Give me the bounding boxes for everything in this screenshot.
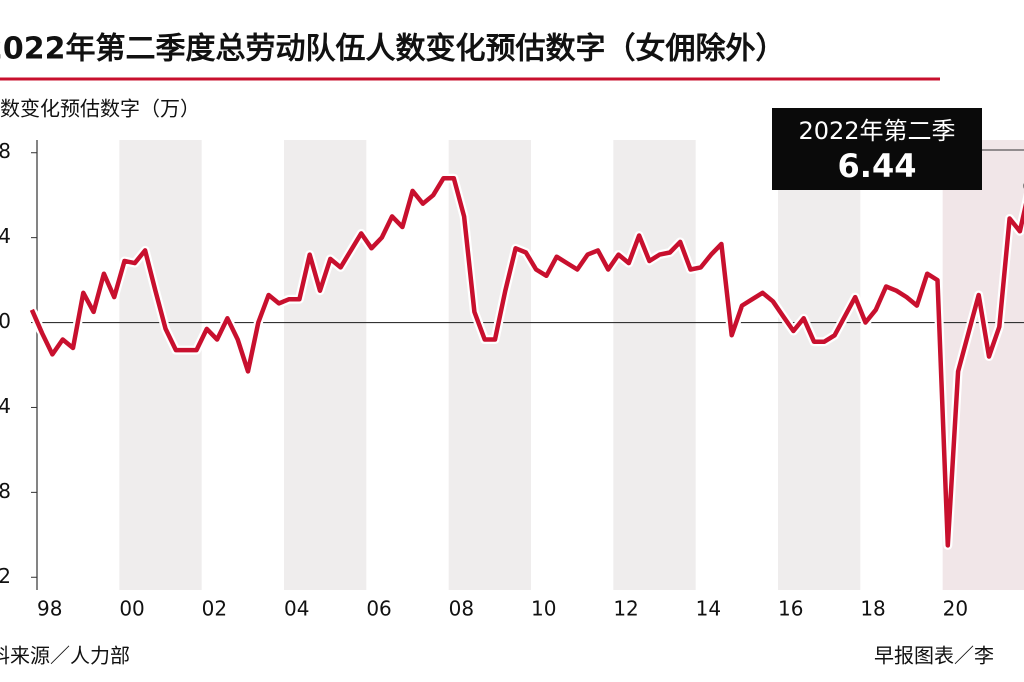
y-axis-label: 人数变化预估数字（万） — [0, 97, 200, 121]
x-tick-label: 04 — [284, 597, 309, 621]
x-tick-label: 02 — [202, 597, 227, 621]
x-tick-label: 08 — [449, 597, 474, 621]
credit: 早报图表／李 — [874, 644, 994, 668]
annotation-value: 6.44 — [838, 147, 917, 185]
y-tick-label: 8 — [0, 139, 11, 163]
x-tick-label: 06 — [366, 597, 391, 621]
y-tick-label: -12 — [0, 564, 11, 588]
shaded-band — [119, 140, 202, 590]
x-tick-label: 10 — [531, 597, 556, 621]
shaded-band — [613, 140, 696, 590]
source: 资料来源／人力部 — [0, 644, 130, 668]
x-tick-label: 00 — [119, 597, 144, 621]
x-tick-label: 14 — [696, 597, 721, 621]
y-tick-label: -8 — [0, 479, 11, 503]
line — [29, 175, 1024, 548]
x-tick-label: 12 — [613, 597, 638, 621]
chart-title: 2022年第二季度总劳动队伍人数变化预估数字（女佣除外） — [0, 32, 786, 67]
annotation-box — [772, 108, 982, 190]
shaded-band — [284, 140, 367, 590]
x-tick-label: 16 — [778, 597, 803, 621]
y-tick-label: 4 — [0, 224, 11, 248]
shaded-band — [942, 140, 1024, 590]
shaded-band — [778, 140, 861, 590]
y-tick-label: -4 — [0, 394, 11, 418]
x-tick-label: 20 — [943, 597, 968, 621]
y-tick-label: 0 — [0, 309, 11, 333]
x-tick-label: 98 — [37, 597, 62, 621]
x-tick-label: 18 — [860, 597, 885, 621]
annotation-label: 2022年第二季 — [798, 117, 955, 145]
